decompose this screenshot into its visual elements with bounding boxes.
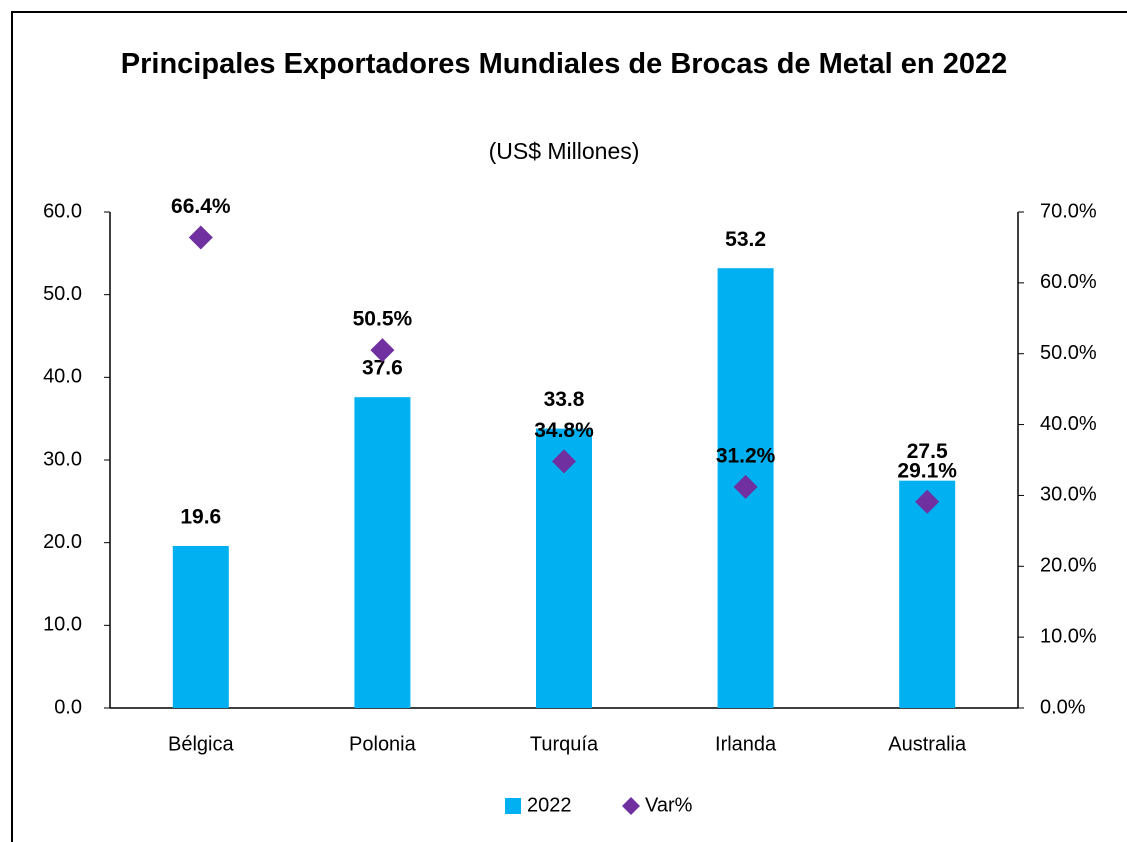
x-tick-label: Polonia bbox=[349, 733, 417, 755]
y2-tick-label: 30.0% bbox=[1040, 484, 1097, 506]
point-label: 50.5% bbox=[353, 308, 413, 331]
y2-tick-label: 60.0% bbox=[1040, 271, 1097, 293]
y2-tick-label: 10.0% bbox=[1040, 625, 1097, 647]
y2-tick-label: 40.0% bbox=[1040, 413, 1097, 435]
y2-tick-label: 70.0% bbox=[1040, 200, 1097, 222]
bar bbox=[899, 480, 956, 708]
point-label: 34.8% bbox=[534, 419, 594, 442]
chart-frame bbox=[11, 11, 1127, 842]
chart-title: Principales Exportadores Mundiales de Br… bbox=[120, 48, 1008, 80]
point-label: 31.2% bbox=[716, 444, 776, 467]
y-tick-label: 30.0 bbox=[43, 448, 82, 470]
x-tick-label: Australia bbox=[888, 733, 967, 755]
point-label: 29.1% bbox=[897, 459, 957, 482]
legend-label: Var% bbox=[645, 794, 693, 816]
bar-label: 19.6 bbox=[180, 506, 221, 529]
y-tick-label: 60.0 bbox=[43, 200, 82, 222]
bar-label: 37.6 bbox=[362, 357, 403, 380]
y-tick-label: 10.0 bbox=[43, 614, 82, 636]
x-tick-label: Turquía bbox=[530, 733, 599, 755]
x-tick-label: Bélgica bbox=[168, 733, 234, 755]
diamond-marker bbox=[552, 449, 576, 474]
y-tick-label: 50.0 bbox=[43, 283, 82, 305]
y-tick-label: 0.0 bbox=[54, 696, 82, 718]
x-tick-label: Irlanda bbox=[715, 733, 777, 755]
legend-swatch bbox=[505, 798, 521, 814]
legend-swatch bbox=[622, 797, 640, 815]
diamond-marker bbox=[188, 225, 213, 250]
point-label: 66.4% bbox=[171, 195, 231, 218]
diamond-marker bbox=[733, 474, 758, 499]
bar bbox=[354, 397, 411, 708]
bar-label: 53.2 bbox=[725, 228, 766, 251]
y2-tick-label: 50.0% bbox=[1040, 342, 1097, 364]
y2-tick-label: 20.0% bbox=[1040, 555, 1097, 577]
y-tick-label: 40.0 bbox=[43, 366, 82, 388]
bar bbox=[172, 545, 229, 708]
diamond-marker bbox=[370, 338, 395, 363]
bar-label: 33.8 bbox=[544, 388, 585, 411]
legend-label: 2022 bbox=[527, 794, 572, 816]
bar-label: 27.5 bbox=[907, 440, 948, 463]
chart-subtitle: (US$ Millones) bbox=[488, 138, 640, 164]
bar bbox=[536, 428, 592, 708]
y2-tick-label: 0.0% bbox=[1040, 696, 1086, 718]
y-tick-label: 20.0 bbox=[43, 531, 82, 553]
diamond-marker bbox=[915, 489, 940, 514]
